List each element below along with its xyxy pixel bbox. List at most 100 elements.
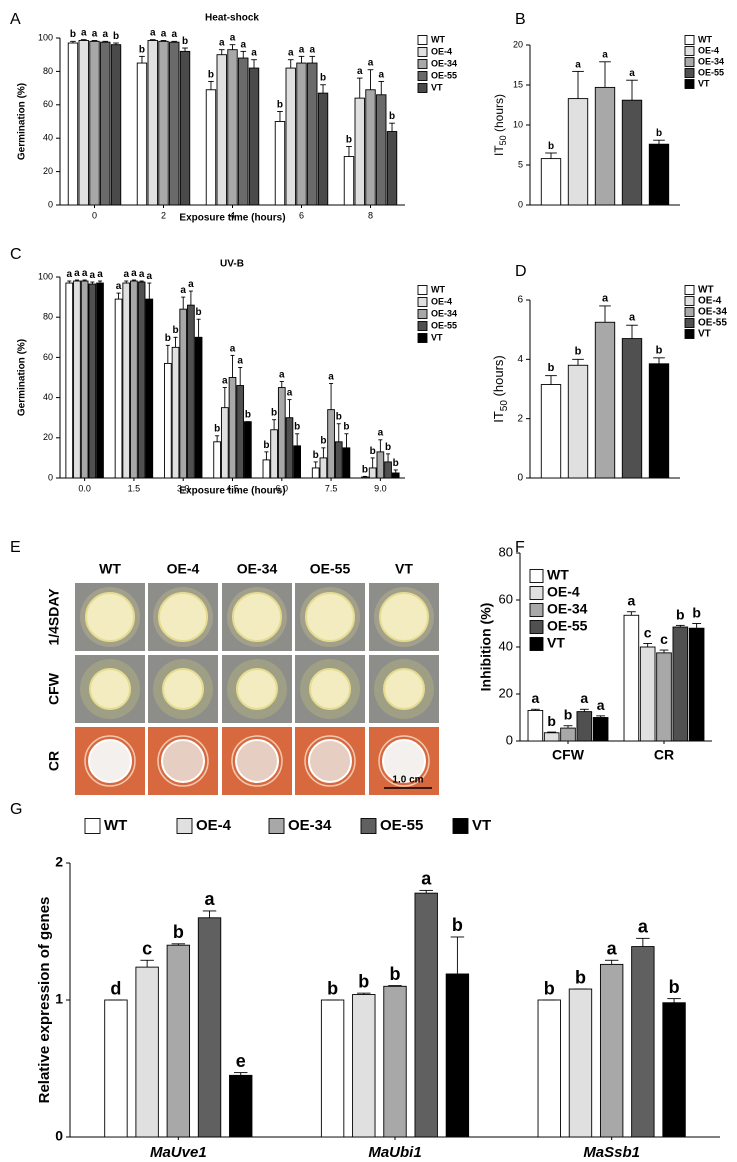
legend-swatch bbox=[417, 83, 428, 93]
significance-letter: b bbox=[548, 362, 555, 374]
legend-swatch bbox=[684, 68, 695, 78]
significance-letter: b bbox=[393, 458, 399, 469]
significance-letter: a bbox=[147, 271, 153, 282]
significance-letter: a bbox=[230, 33, 236, 44]
panel-letter: F bbox=[515, 539, 525, 556]
legend-swatch bbox=[529, 603, 544, 617]
legend-label: OE-55 bbox=[698, 67, 724, 77]
y-tick-label: 80 bbox=[43, 312, 53, 322]
bar bbox=[327, 409, 335, 479]
row-label: CFW bbox=[46, 672, 62, 705]
y-axis-title: Germination (%) bbox=[17, 339, 28, 416]
halo bbox=[231, 735, 283, 787]
y-tick-label: 0 bbox=[518, 199, 523, 209]
significance-letter: a bbox=[116, 281, 122, 292]
x-tick-label: 9.0 bbox=[374, 483, 387, 493]
significance-letter: c bbox=[644, 624, 652, 640]
y-tick-label: 80 bbox=[43, 66, 53, 76]
bar bbox=[262, 459, 271, 479]
bar bbox=[672, 626, 689, 742]
bar bbox=[104, 999, 128, 1138]
column-label: OE-4 bbox=[167, 561, 200, 577]
legend-label: OE-34 bbox=[698, 307, 727, 318]
panel-letter: E bbox=[10, 539, 21, 556]
significance-letter: b bbox=[669, 977, 680, 997]
x-axis-title: Exposure time (hours) bbox=[179, 486, 285, 497]
panel-letter: C bbox=[10, 246, 22, 263]
legend-swatch bbox=[684, 79, 695, 89]
colony bbox=[379, 592, 429, 642]
x-axis-title: Exposure time (hours) bbox=[179, 213, 285, 224]
significance-letter: b bbox=[370, 446, 376, 457]
y-tick-label: 40 bbox=[43, 133, 53, 143]
significance-letter: a bbox=[131, 268, 137, 279]
bar bbox=[285, 417, 294, 479]
colony bbox=[85, 592, 135, 642]
bar bbox=[567, 98, 589, 206]
legend-swatch bbox=[684, 296, 695, 306]
significance-letter: a bbox=[81, 28, 87, 39]
bar bbox=[130, 280, 138, 479]
y-tick-label: 20 bbox=[43, 166, 53, 176]
bar bbox=[65, 282, 74, 479]
bar bbox=[639, 646, 656, 742]
bar bbox=[67, 42, 79, 206]
legend-swatch bbox=[417, 321, 428, 331]
x-tick-label: 1.5 bbox=[128, 483, 141, 493]
significance-letter: a bbox=[251, 48, 257, 59]
colony bbox=[382, 739, 426, 783]
chart-title: Heat-shock bbox=[205, 13, 259, 24]
significance-letter: b bbox=[547, 713, 556, 729]
bar bbox=[594, 86, 616, 206]
legend-label: OE-34 bbox=[431, 58, 457, 68]
legend-label: OE-55 bbox=[380, 817, 423, 834]
significance-letter: b bbox=[245, 410, 251, 421]
bar bbox=[576, 711, 593, 742]
bar bbox=[540, 158, 562, 206]
legend-label: VT bbox=[698, 329, 711, 340]
panel-letter: D bbox=[515, 263, 527, 280]
y-tick-label: 5 bbox=[518, 159, 523, 169]
bar bbox=[307, 62, 318, 206]
bar bbox=[274, 121, 286, 206]
y-axis-title-part: IT bbox=[491, 411, 506, 423]
colony bbox=[88, 739, 132, 783]
y-axis-title: IT50 (hours) bbox=[491, 355, 509, 422]
significance-letter: b bbox=[389, 111, 395, 122]
legend-label: OE-4 bbox=[431, 46, 452, 56]
y-tick-label: 100 bbox=[38, 271, 53, 281]
y-tick-label: 15 bbox=[513, 79, 523, 89]
bar bbox=[277, 387, 286, 479]
significance-letter: b bbox=[358, 971, 369, 991]
legend-label: WT bbox=[698, 34, 712, 44]
bar bbox=[179, 308, 188, 479]
bar bbox=[244, 421, 252, 479]
x-tick-label: 7.5 bbox=[325, 483, 338, 493]
bar bbox=[656, 652, 672, 742]
x-tick-label: 4 bbox=[230, 210, 235, 220]
significance-letter: a bbox=[629, 312, 636, 324]
legend-swatch bbox=[684, 329, 695, 339]
colony bbox=[383, 668, 425, 710]
bar bbox=[270, 429, 278, 479]
row-label: CR bbox=[46, 751, 62, 771]
bar bbox=[248, 67, 260, 206]
bar bbox=[164, 362, 172, 479]
y-tick-label: 20 bbox=[513, 39, 523, 49]
bar bbox=[354, 97, 365, 206]
bar bbox=[560, 727, 576, 742]
significance-letter: a bbox=[66, 269, 72, 280]
y-axis-title: IT50 (hours) bbox=[492, 94, 508, 156]
legend-swatch bbox=[417, 333, 428, 343]
legend-label: OE-4 bbox=[547, 584, 580, 600]
significance-letter: a bbox=[531, 690, 539, 706]
significance-letter: b bbox=[70, 29, 76, 40]
significance-letter: a bbox=[328, 371, 334, 382]
row-label: 1/4SDAY bbox=[46, 588, 62, 646]
y-tick-label: 2 bbox=[55, 854, 63, 870]
significance-letter: b bbox=[320, 73, 326, 84]
significance-letter: b bbox=[452, 915, 463, 935]
bar bbox=[343, 156, 355, 206]
significance-letter: c bbox=[142, 939, 152, 959]
